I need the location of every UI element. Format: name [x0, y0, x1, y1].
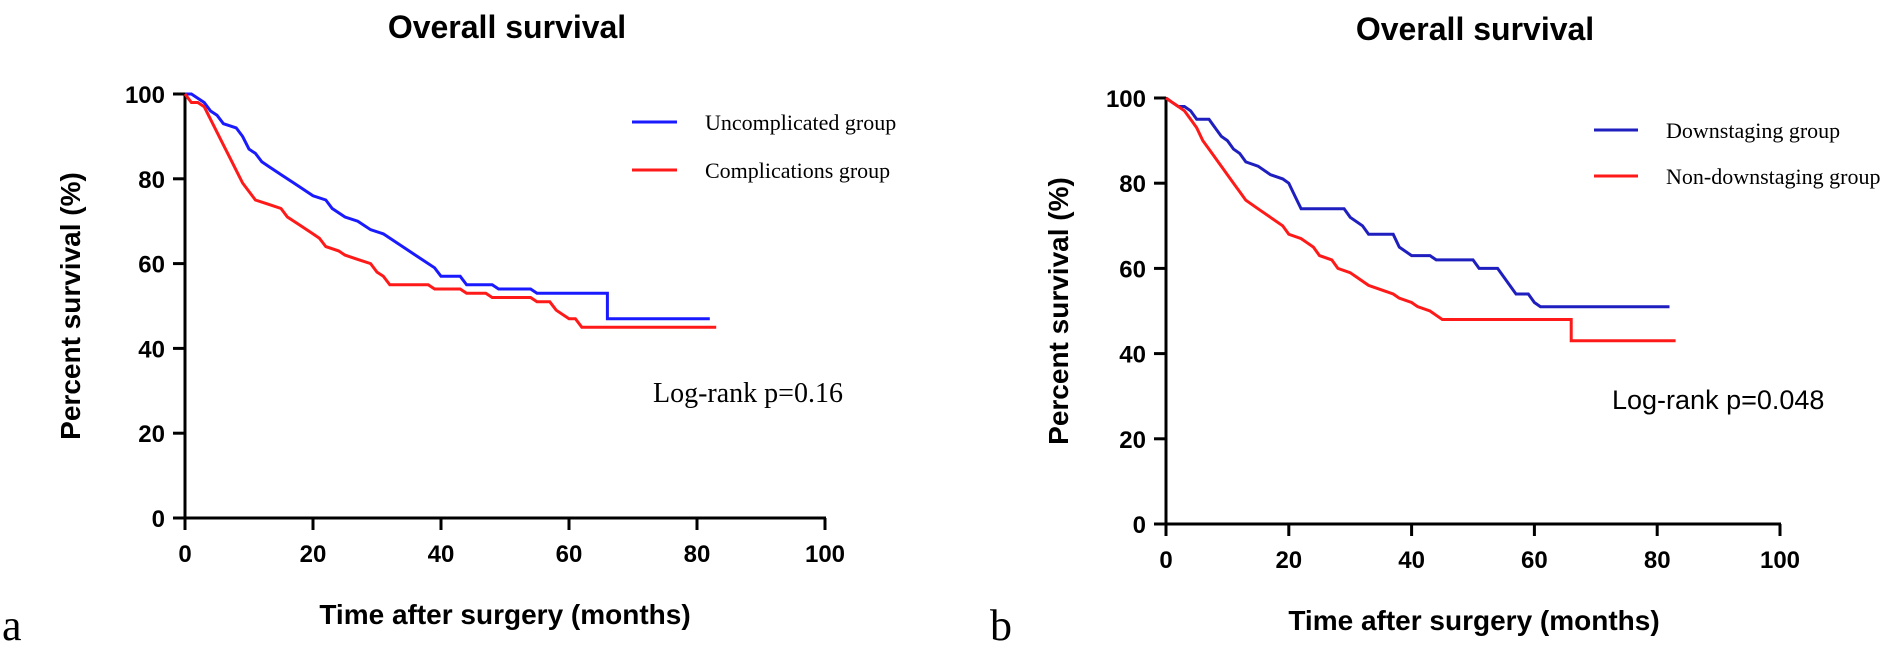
x-tick-label: 0 [178, 541, 191, 568]
x-tick-label: 60 [556, 541, 583, 568]
x-tick-label: 60 [1521, 547, 1548, 574]
x-tick-label: 20 [1275, 547, 1302, 574]
y-tick-label: 40 [138, 336, 165, 363]
y-tick-label: 60 [1119, 256, 1146, 283]
x-tick-label: 100 [805, 541, 845, 568]
y-axis-label: Percent survival (%) [55, 172, 86, 440]
chart-title: Overall survival [388, 9, 626, 45]
legend-label-2: Non-downstaging group [1666, 164, 1880, 189]
x-tick-label: 40 [1398, 547, 1425, 574]
y-tick-label: 20 [1119, 427, 1146, 454]
y-tick-label: 0 [1133, 512, 1146, 539]
y-tick-label: 80 [138, 167, 165, 194]
log-rank-annotation: Log-rank p=0.16 [653, 378, 843, 409]
series-line-1 [1165, 96, 1670, 309]
log-rank-annotation: Log-rank p=0.048 [1612, 385, 1824, 415]
x-axis-label: Time after surgery (months) [319, 599, 690, 630]
x-tick-label: 20 [300, 541, 327, 568]
y-tick-label: 60 [138, 252, 165, 279]
y-axis-label: Percent survival (%) [1043, 177, 1074, 445]
y-tick-label: 80 [1119, 171, 1146, 198]
y-tick-label: 0 [152, 506, 165, 533]
x-tick-label: 0 [1159, 547, 1172, 574]
panel-letter: a [2, 601, 22, 646]
series-line-2 [183, 93, 717, 329]
x-tick-label: 80 [1644, 547, 1671, 574]
y-tick-label: 100 [1106, 86, 1146, 113]
panel-letter: b [990, 601, 1012, 646]
y-tick-label: 40 [1119, 342, 1146, 369]
x-tick-label: 80 [684, 541, 711, 568]
y-tick-label: 100 [125, 82, 165, 109]
x-axis-label: Time after surgery (months) [1288, 605, 1659, 636]
series-line-2 [1165, 96, 1676, 343]
x-tick-label: 100 [1760, 547, 1800, 574]
y-tick-label: 20 [138, 421, 165, 448]
series-line-1 [185, 92, 710, 321]
panel-a: Overall survival 0 20 40 60 80 100 0 20 40 60 80 100… [2, 9, 896, 646]
panel-b: Overall survival 0 20 40 60 80 100 0 20 40 60 80 100… [990, 11, 1880, 646]
legend-label-1: Uncomplicated group [705, 110, 896, 135]
legend-label-2: Complications group [705, 158, 890, 183]
x-tick-label: 40 [428, 541, 455, 568]
chart-title: Overall survival [1356, 11, 1594, 47]
legend-label-1: Downstaging group [1666, 118, 1840, 143]
